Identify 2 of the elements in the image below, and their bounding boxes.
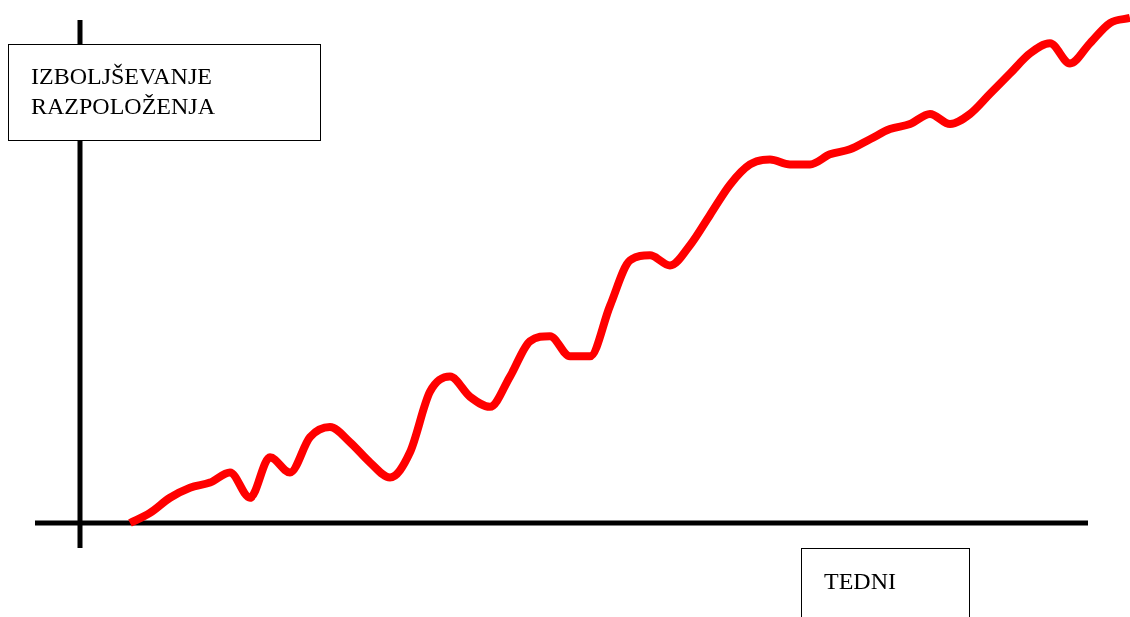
y-axis-title: IZBOLJŠEVANJE RAZPOLOŽENJA [8, 44, 321, 141]
x-axis-title: TEDNI [801, 548, 970, 617]
